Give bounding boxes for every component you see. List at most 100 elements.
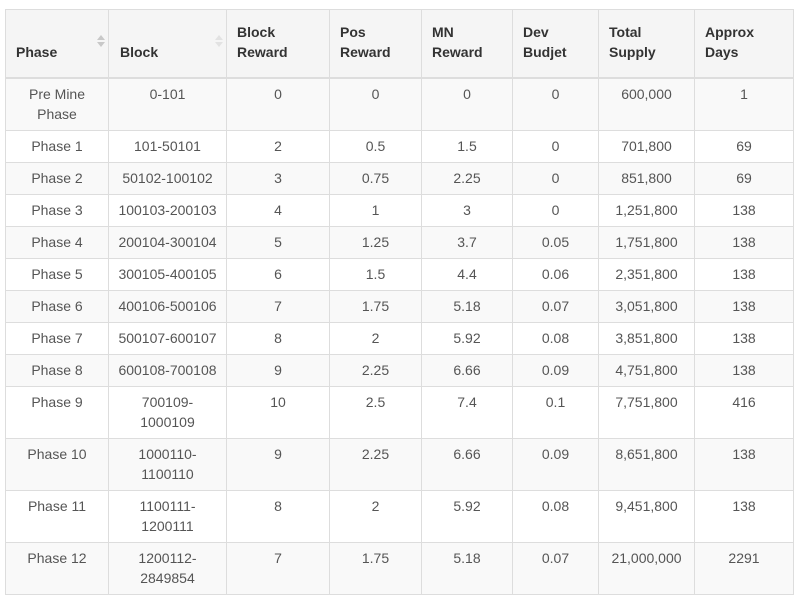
cell-mn-reward: 4.4 bbox=[421, 258, 513, 291]
cell-mn-reward: 3 bbox=[421, 194, 513, 227]
cell-block-reward: 10 bbox=[226, 386, 330, 439]
column-label-mn-reward: MN Reward bbox=[432, 24, 483, 60]
table-row: Phase 4 200104-300104 5 1.25 3.7 0.05 1,… bbox=[5, 226, 794, 259]
cell-block-reward: 7 bbox=[226, 290, 330, 323]
cell-total-supply: 701,800 bbox=[598, 130, 695, 163]
cell-total-supply: 600,000 bbox=[598, 77, 695, 131]
column-label-block: Block bbox=[120, 44, 159, 60]
cell-phase: Phase 11 bbox=[5, 490, 109, 543]
cell-pos-reward: 1.75 bbox=[329, 290, 422, 323]
cell-mn-reward: 5.18 bbox=[421, 290, 513, 323]
cell-phase: Phase 6 bbox=[5, 290, 109, 323]
cell-approx-days: 138 bbox=[694, 258, 794, 291]
cell-approx-days: 69 bbox=[694, 130, 794, 163]
cell-dev-budjet: 0.06 bbox=[512, 258, 599, 291]
cell-phase: Phase 5 bbox=[5, 258, 109, 291]
column-header-approx-days: Approx Days bbox=[694, 9, 794, 79]
cell-approx-days: 138 bbox=[694, 490, 794, 543]
cell-block: 100103-200103 bbox=[108, 194, 227, 227]
cell-total-supply: 7,751,800 bbox=[598, 386, 695, 439]
cell-pos-reward: 0 bbox=[329, 77, 422, 131]
cell-block: 101-50101 bbox=[108, 130, 227, 163]
cell-block-reward: 9 bbox=[226, 354, 330, 387]
cell-dev-budjet: 0.08 bbox=[512, 490, 599, 543]
column-header-total-supply: Total Supply bbox=[598, 9, 695, 79]
cell-phase: Phase 8 bbox=[5, 354, 109, 387]
cell-pos-reward: 0.5 bbox=[329, 130, 422, 163]
cell-pos-reward: 1 bbox=[329, 194, 422, 227]
cell-approx-days: 138 bbox=[694, 438, 794, 491]
cell-total-supply: 1,751,800 bbox=[598, 226, 695, 259]
cell-block: 200104-300104 bbox=[108, 226, 227, 259]
column-header-block[interactable]: Block bbox=[108, 9, 227, 79]
column-header-dev-budjet: Dev Budjet bbox=[512, 9, 599, 79]
cell-mn-reward: 7.4 bbox=[421, 386, 513, 439]
cell-dev-budjet: 0.1 bbox=[512, 386, 599, 439]
cell-block-reward: 6 bbox=[226, 258, 330, 291]
cell-approx-days: 138 bbox=[694, 354, 794, 387]
cell-block: 1100111-1200111 bbox=[108, 490, 227, 543]
cell-dev-budjet: 0.07 bbox=[512, 290, 599, 323]
cell-total-supply: 3,851,800 bbox=[598, 322, 695, 355]
cell-pos-reward: 1.25 bbox=[329, 226, 422, 259]
cell-block: 1000110-1100110 bbox=[108, 438, 227, 491]
column-header-mn-reward: MN Reward bbox=[421, 9, 513, 79]
cell-total-supply: 2,351,800 bbox=[598, 258, 695, 291]
cell-approx-days: 138 bbox=[694, 226, 794, 259]
cell-mn-reward: 5.92 bbox=[421, 490, 513, 543]
column-label-pos-reward: Pos Reward bbox=[340, 24, 391, 60]
cell-dev-budjet: 0.08 bbox=[512, 322, 599, 355]
column-header-block-reward: Block Reward bbox=[226, 9, 330, 79]
column-header-phase[interactable]: Phase bbox=[5, 9, 109, 79]
table-row: Phase 1 101-50101 2 0.5 1.5 0 701,800 69 bbox=[5, 130, 794, 163]
cell-dev-budjet: 0.09 bbox=[512, 354, 599, 387]
column-label-block-reward: Block Reward bbox=[237, 24, 288, 60]
table-row: Phase 7 500107-600107 8 2 5.92 0.08 3,85… bbox=[5, 322, 794, 355]
cell-mn-reward: 6.66 bbox=[421, 354, 513, 387]
table-body: Pre Mine Phase 0-101 0 0 0 0 600,000 1 P… bbox=[5, 77, 794, 595]
cell-phase: Phase 10 bbox=[5, 438, 109, 491]
cell-approx-days: 138 bbox=[694, 194, 794, 227]
cell-mn-reward: 1.5 bbox=[421, 130, 513, 163]
cell-dev-budjet: 0.09 bbox=[512, 438, 599, 491]
cell-total-supply: 4,751,800 bbox=[598, 354, 695, 387]
cell-total-supply: 8,651,800 bbox=[598, 438, 695, 491]
column-label-dev-budjet: Dev Budjet bbox=[523, 24, 567, 60]
cell-block: 500107-600107 bbox=[108, 322, 227, 355]
cell-approx-days: 416 bbox=[694, 386, 794, 439]
cell-phase: Phase 7 bbox=[5, 322, 109, 355]
table-row: Phase 3 100103-200103 4 1 3 0 1,251,800 … bbox=[5, 194, 794, 227]
cell-dev-budjet: 0 bbox=[512, 130, 599, 163]
cell-dev-budjet: 0 bbox=[512, 162, 599, 195]
cell-pos-reward: 2.25 bbox=[329, 354, 422, 387]
cell-block: 600108-700108 bbox=[108, 354, 227, 387]
cell-phase: Phase 3 bbox=[5, 194, 109, 227]
cell-pos-reward: 1.5 bbox=[329, 258, 422, 291]
table-row: Phase 11 1100111-1200111 8 2 5.92 0.08 9… bbox=[5, 490, 794, 543]
table-row: Phase 5 300105-400105 6 1.5 4.4 0.06 2,3… bbox=[5, 258, 794, 291]
table-row: Phase 10 1000110-1100110 9 2.25 6.66 0.0… bbox=[5, 438, 794, 491]
cell-phase: Phase 9 bbox=[5, 386, 109, 439]
cell-pos-reward: 2 bbox=[329, 322, 422, 355]
cell-block-reward: 9 bbox=[226, 438, 330, 491]
table-row: Phase 2 50102-100102 3 0.75 2.25 0 851,8… bbox=[5, 162, 794, 195]
sort-up-down-icon[interactable] bbox=[215, 35, 223, 47]
cell-block-reward: 0 bbox=[226, 77, 330, 131]
sort-up-down-icon[interactable] bbox=[97, 35, 105, 47]
cell-block: 50102-100102 bbox=[108, 162, 227, 195]
cell-total-supply: 9,451,800 bbox=[598, 490, 695, 543]
cell-mn-reward: 6.66 bbox=[421, 438, 513, 491]
reward-phases-table: Phase Block Block Reward Pos Reward bbox=[5, 9, 794, 595]
cell-block: 700109-1000109 bbox=[108, 386, 227, 439]
cell-block: 0-101 bbox=[108, 77, 227, 131]
cell-phase: Phase 4 bbox=[5, 226, 109, 259]
cell-approx-days: 138 bbox=[694, 290, 794, 323]
cell-block-reward: 8 bbox=[226, 322, 330, 355]
cell-block-reward: 2 bbox=[226, 130, 330, 163]
header-row: Phase Block Block Reward Pos Reward bbox=[5, 9, 794, 79]
cell-approx-days: 69 bbox=[694, 162, 794, 195]
table-row: Phase 8 600108-700108 9 2.25 6.66 0.09 4… bbox=[5, 354, 794, 387]
column-label-approx-days: Approx Days bbox=[705, 24, 754, 60]
cell-mn-reward: 0 bbox=[421, 77, 513, 131]
reward-table-container: Phase Block Block Reward Pos Reward bbox=[5, 9, 794, 595]
